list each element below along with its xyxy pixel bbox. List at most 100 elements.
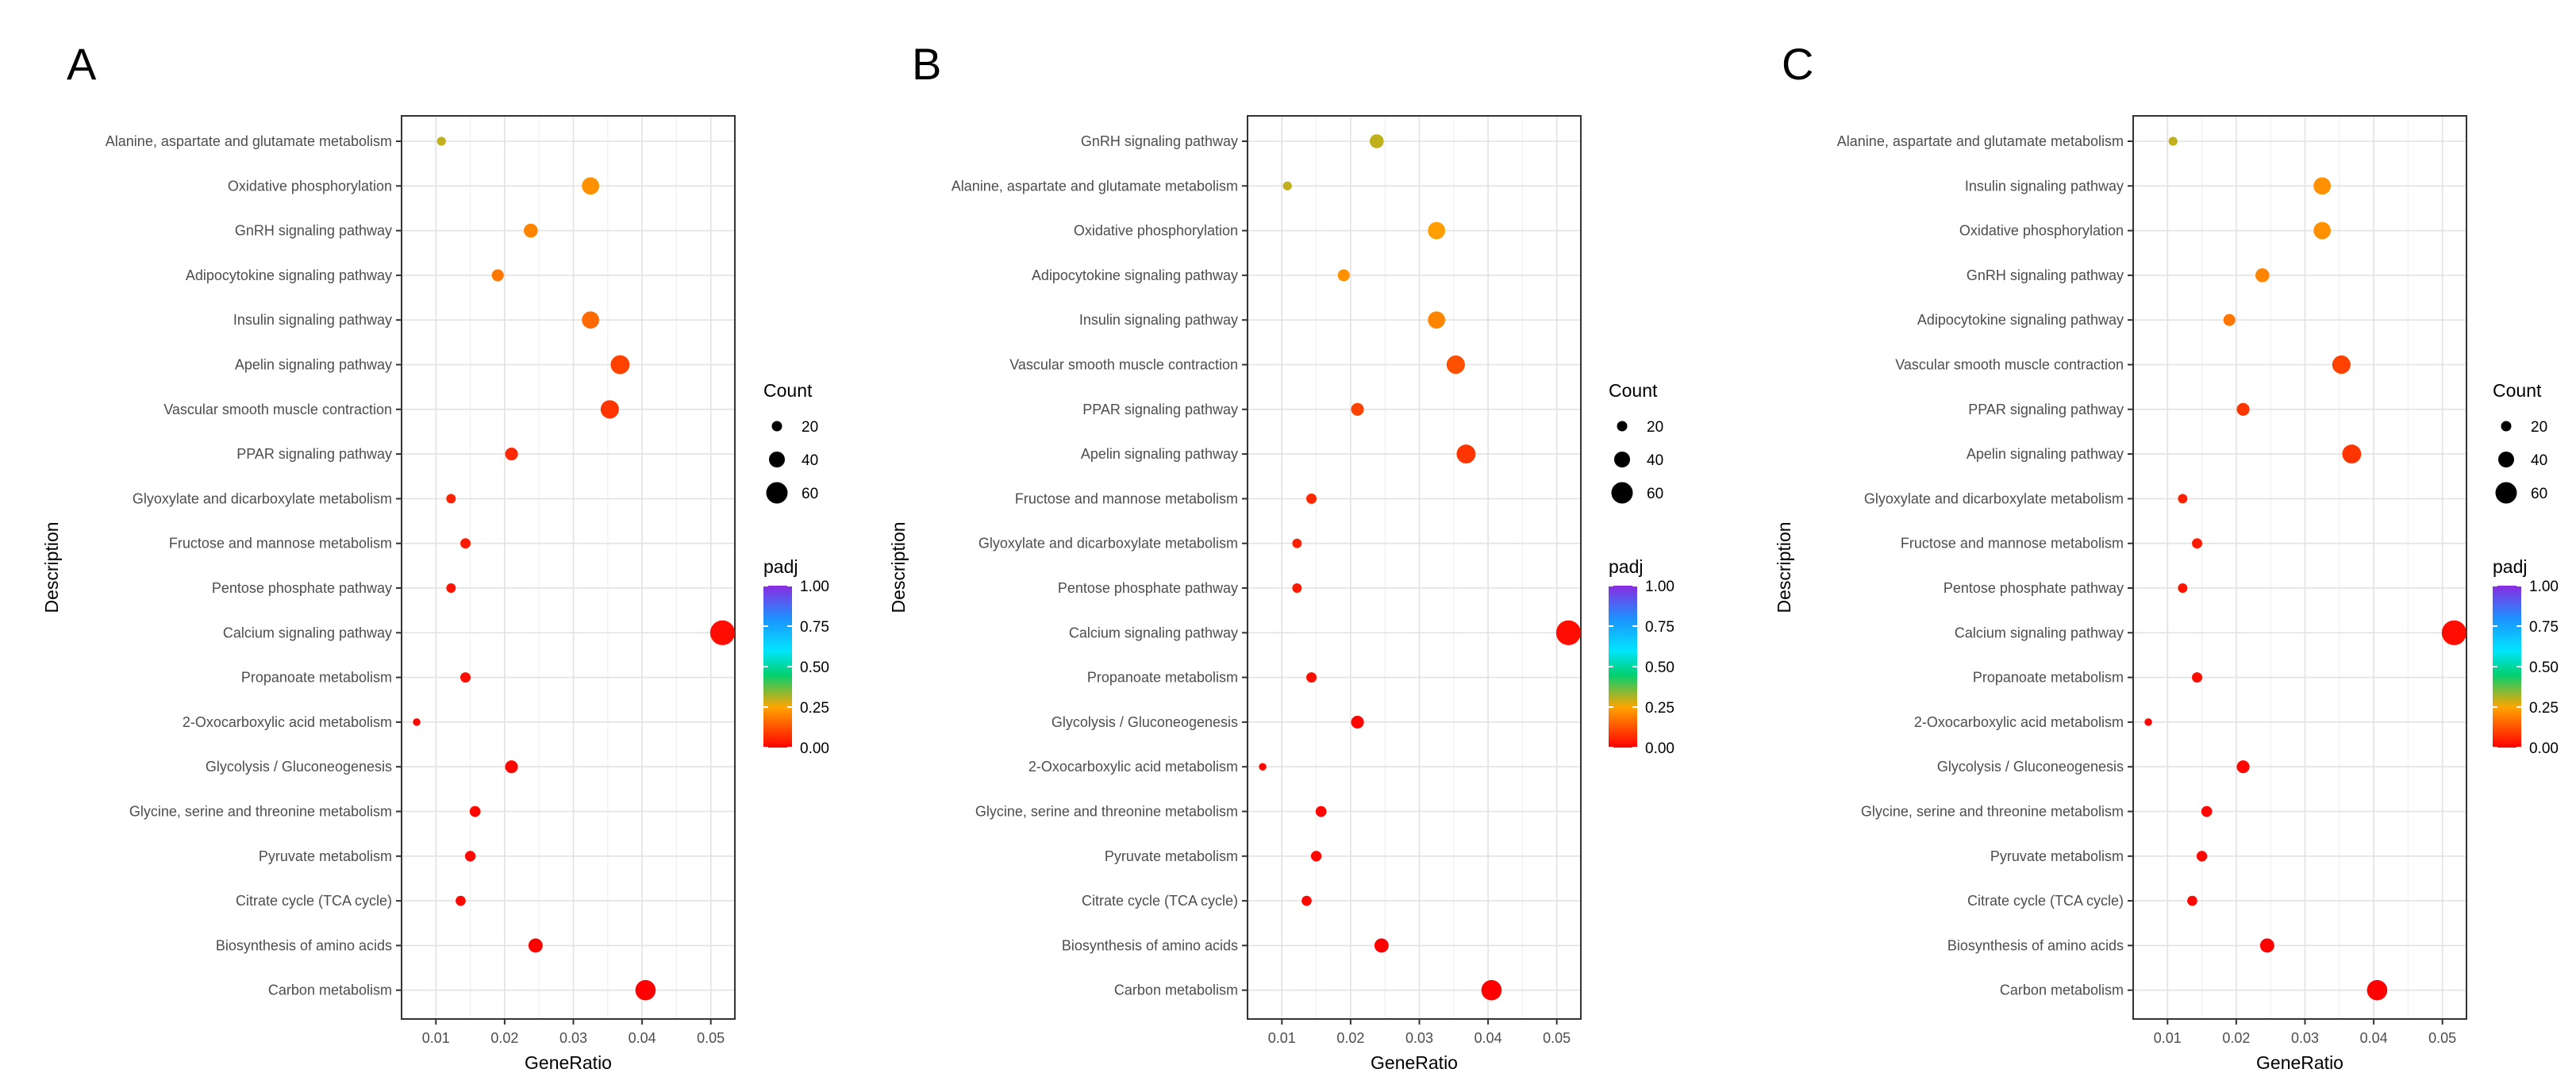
panel-a: A Alanine, aspartate and glutamate metabo… — [41, 39, 829, 1073]
y-tick-label: Glycolysis / Gluconeogenesis — [1937, 759, 2124, 775]
data-point — [2236, 760, 2250, 774]
count-legend-label: 40 — [1647, 452, 1663, 469]
y-tick-label: Insulin signaling pathway — [233, 312, 392, 328]
padj-legend-label: 0.25 — [800, 700, 829, 717]
y-tick-label: Insulin signaling pathway — [1079, 312, 1238, 328]
y-tick-label: Adipocytokine signaling pathway — [186, 267, 392, 283]
data-point — [2187, 895, 2197, 906]
count-legend-label: 40 — [802, 452, 818, 469]
padj-legend-label: 0.75 — [1645, 619, 1674, 636]
data-point — [1446, 355, 1465, 375]
count-legend-label: 20 — [2531, 419, 2547, 436]
y-tick-label: Carbon metabolism — [1114, 982, 1238, 998]
data-point — [1555, 620, 1582, 645]
data-point — [2259, 938, 2274, 953]
y-tick-label: Apelin signaling pathway — [1967, 446, 2124, 462]
y-tick-label: 2-Oxocarboxylic acid metabolism — [1914, 714, 2124, 730]
data-point — [2236, 402, 2250, 416]
plot-background — [2133, 116, 2466, 1019]
data-point — [1292, 583, 1302, 593]
y-tick-label: 2-Oxocarboxylic acid metabolism — [1028, 759, 1238, 775]
count-legend-title: Count — [763, 380, 813, 401]
count-legend-key — [2501, 421, 2512, 432]
padj-legend-label: 0.75 — [800, 619, 829, 636]
data-point — [582, 177, 600, 195]
y-tick-label: Propanoate metabolism — [1973, 670, 2124, 686]
count-legend-key — [769, 452, 785, 467]
y-tick-label: Biosynthesis of amino acids — [1062, 937, 1238, 953]
data-point — [464, 851, 476, 862]
data-point — [2366, 979, 2388, 1001]
y-axis-title: Description — [1774, 521, 1794, 613]
data-point — [610, 355, 630, 375]
padj-legend-label: 0.75 — [2529, 619, 2559, 636]
data-point — [2144, 718, 2152, 726]
y-axis-title: Description — [888, 521, 909, 613]
y-tick-label: Glyoxylate and dicarboxylate metabolism — [133, 490, 392, 506]
x-tick-label: 0.05 — [1543, 1030, 1571, 1046]
y-tick-label: Pyruvate metabolism — [1990, 848, 2124, 864]
y-tick-label: Pyruvate metabolism — [259, 848, 392, 864]
y-tick-label: Propanoate metabolism — [1087, 670, 1238, 686]
y-tick-label: PPAR signaling pathway — [236, 446, 392, 462]
padj-legend-label: 0.00 — [800, 740, 829, 757]
x-tick-label: 0.01 — [422, 1030, 450, 1046]
x-tick-label: 0.04 — [629, 1030, 656, 1046]
y-tick-label: Fructose and mannose metabolism — [1015, 490, 1238, 506]
y-tick-label: Pentose phosphate pathway — [1058, 580, 1238, 596]
y-tick-label: Fructose and mannose metabolism — [1901, 536, 2124, 552]
y-tick-label: Apelin signaling pathway — [235, 357, 392, 373]
count-legend-key — [771, 421, 782, 432]
y-tick-label: Alanine, aspartate and glutamate metabol… — [1837, 133, 2124, 149]
data-point — [2313, 221, 2332, 240]
panel-label: B — [912, 39, 941, 89]
y-tick-label: Citrate cycle (TCA cycle) — [1082, 893, 1238, 909]
padj-legend-label: 1.00 — [2529, 579, 2559, 595]
count-legend-label: 60 — [2531, 486, 2547, 502]
y-tick-label: Pentose phosphate pathway — [1944, 580, 2124, 596]
data-point — [1428, 221, 1446, 240]
y-tick-label: PPAR signaling pathway — [1968, 402, 2124, 417]
plot-background — [1248, 116, 1581, 1019]
data-point — [1374, 938, 1389, 953]
data-point — [2255, 268, 2270, 283]
count-legend-label: 60 — [1647, 486, 1663, 502]
padj-legend-label: 0.50 — [800, 659, 829, 676]
data-point — [600, 400, 619, 419]
data-point — [2332, 355, 2351, 375]
data-point — [1301, 895, 1312, 906]
y-tick-label: Glyoxylate and dicarboxylate metabolism — [978, 536, 1238, 552]
data-point — [1306, 493, 1317, 504]
x-tick-label: 0.04 — [2360, 1030, 2388, 1046]
plot-border — [401, 115, 736, 1020]
data-point — [505, 760, 518, 774]
data-point — [491, 269, 504, 282]
y-tick-label: Glycolysis / Gluconeogenesis — [206, 759, 392, 775]
y-tick-label: Vascular smooth muscle contraction — [1009, 357, 1238, 373]
data-point — [1351, 402, 1364, 416]
y-tick-label: Vascular smooth muscle contraction — [1895, 357, 2124, 373]
y-tick-label: Adipocytokine signaling pathway — [1032, 267, 1238, 283]
x-axis-title: GeneRatio — [1371, 1052, 1458, 1073]
count-legend-key — [1614, 452, 1630, 467]
data-point — [1306, 672, 1317, 683]
padj-legend-label: 0.00 — [1645, 740, 1674, 757]
padj-legend-label: 1.00 — [800, 579, 829, 595]
data-point — [524, 223, 538, 238]
y-tick-label: GnRH signaling pathway — [1967, 267, 2124, 283]
y-tick-label: Propanoate metabolism — [241, 670, 392, 686]
data-point — [469, 806, 481, 817]
y-axis-title: Description — [41, 521, 62, 613]
data-point — [1481, 979, 1502, 1001]
y-tick-label: Alanine, aspartate and glutamate metabol… — [952, 178, 1238, 194]
panel-label: C — [1782, 39, 1813, 89]
x-tick-label: 0.01 — [2154, 1030, 2182, 1046]
data-point — [446, 494, 456, 504]
count-legend-label: 40 — [2531, 452, 2547, 469]
plot-border — [1247, 115, 1582, 1020]
data-point — [2192, 538, 2203, 549]
data-point — [456, 895, 466, 906]
